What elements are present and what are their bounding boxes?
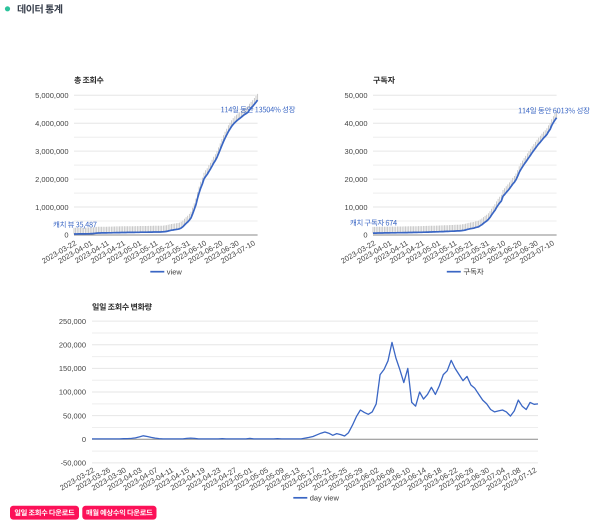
svg-text:150,000: 150,000 [59,364,86,373]
svg-text:40,000: 40,000 [345,119,368,128]
svg-text:day view: day view [310,494,340,503]
svg-text:0: 0 [363,231,367,240]
svg-text:1,000,000: 1,000,000 [35,203,68,212]
svg-text:3,000,000: 3,000,000 [35,147,68,156]
svg-text:30,000: 30,000 [345,147,368,156]
svg-text:50,000: 50,000 [345,91,368,100]
svg-text:20,000: 20,000 [345,175,368,184]
svg-text:0: 0 [82,435,86,444]
svg-text:0: 0 [64,231,68,240]
svg-text:-50,000: -50,000 [61,459,86,468]
svg-text:200,000: 200,000 [59,341,86,350]
svg-text:2,000,000: 2,000,000 [35,175,68,184]
svg-text:4,000,000: 4,000,000 [35,119,68,128]
svg-text:5,000,000: 5,000,000 [35,91,68,100]
svg-text:50,000: 50,000 [63,411,86,420]
svg-text:10,000: 10,000 [345,203,368,212]
svg-text:100,000: 100,000 [59,388,86,397]
svg-text:250,000: 250,000 [59,317,86,326]
svg-text:view: view [167,267,183,276]
